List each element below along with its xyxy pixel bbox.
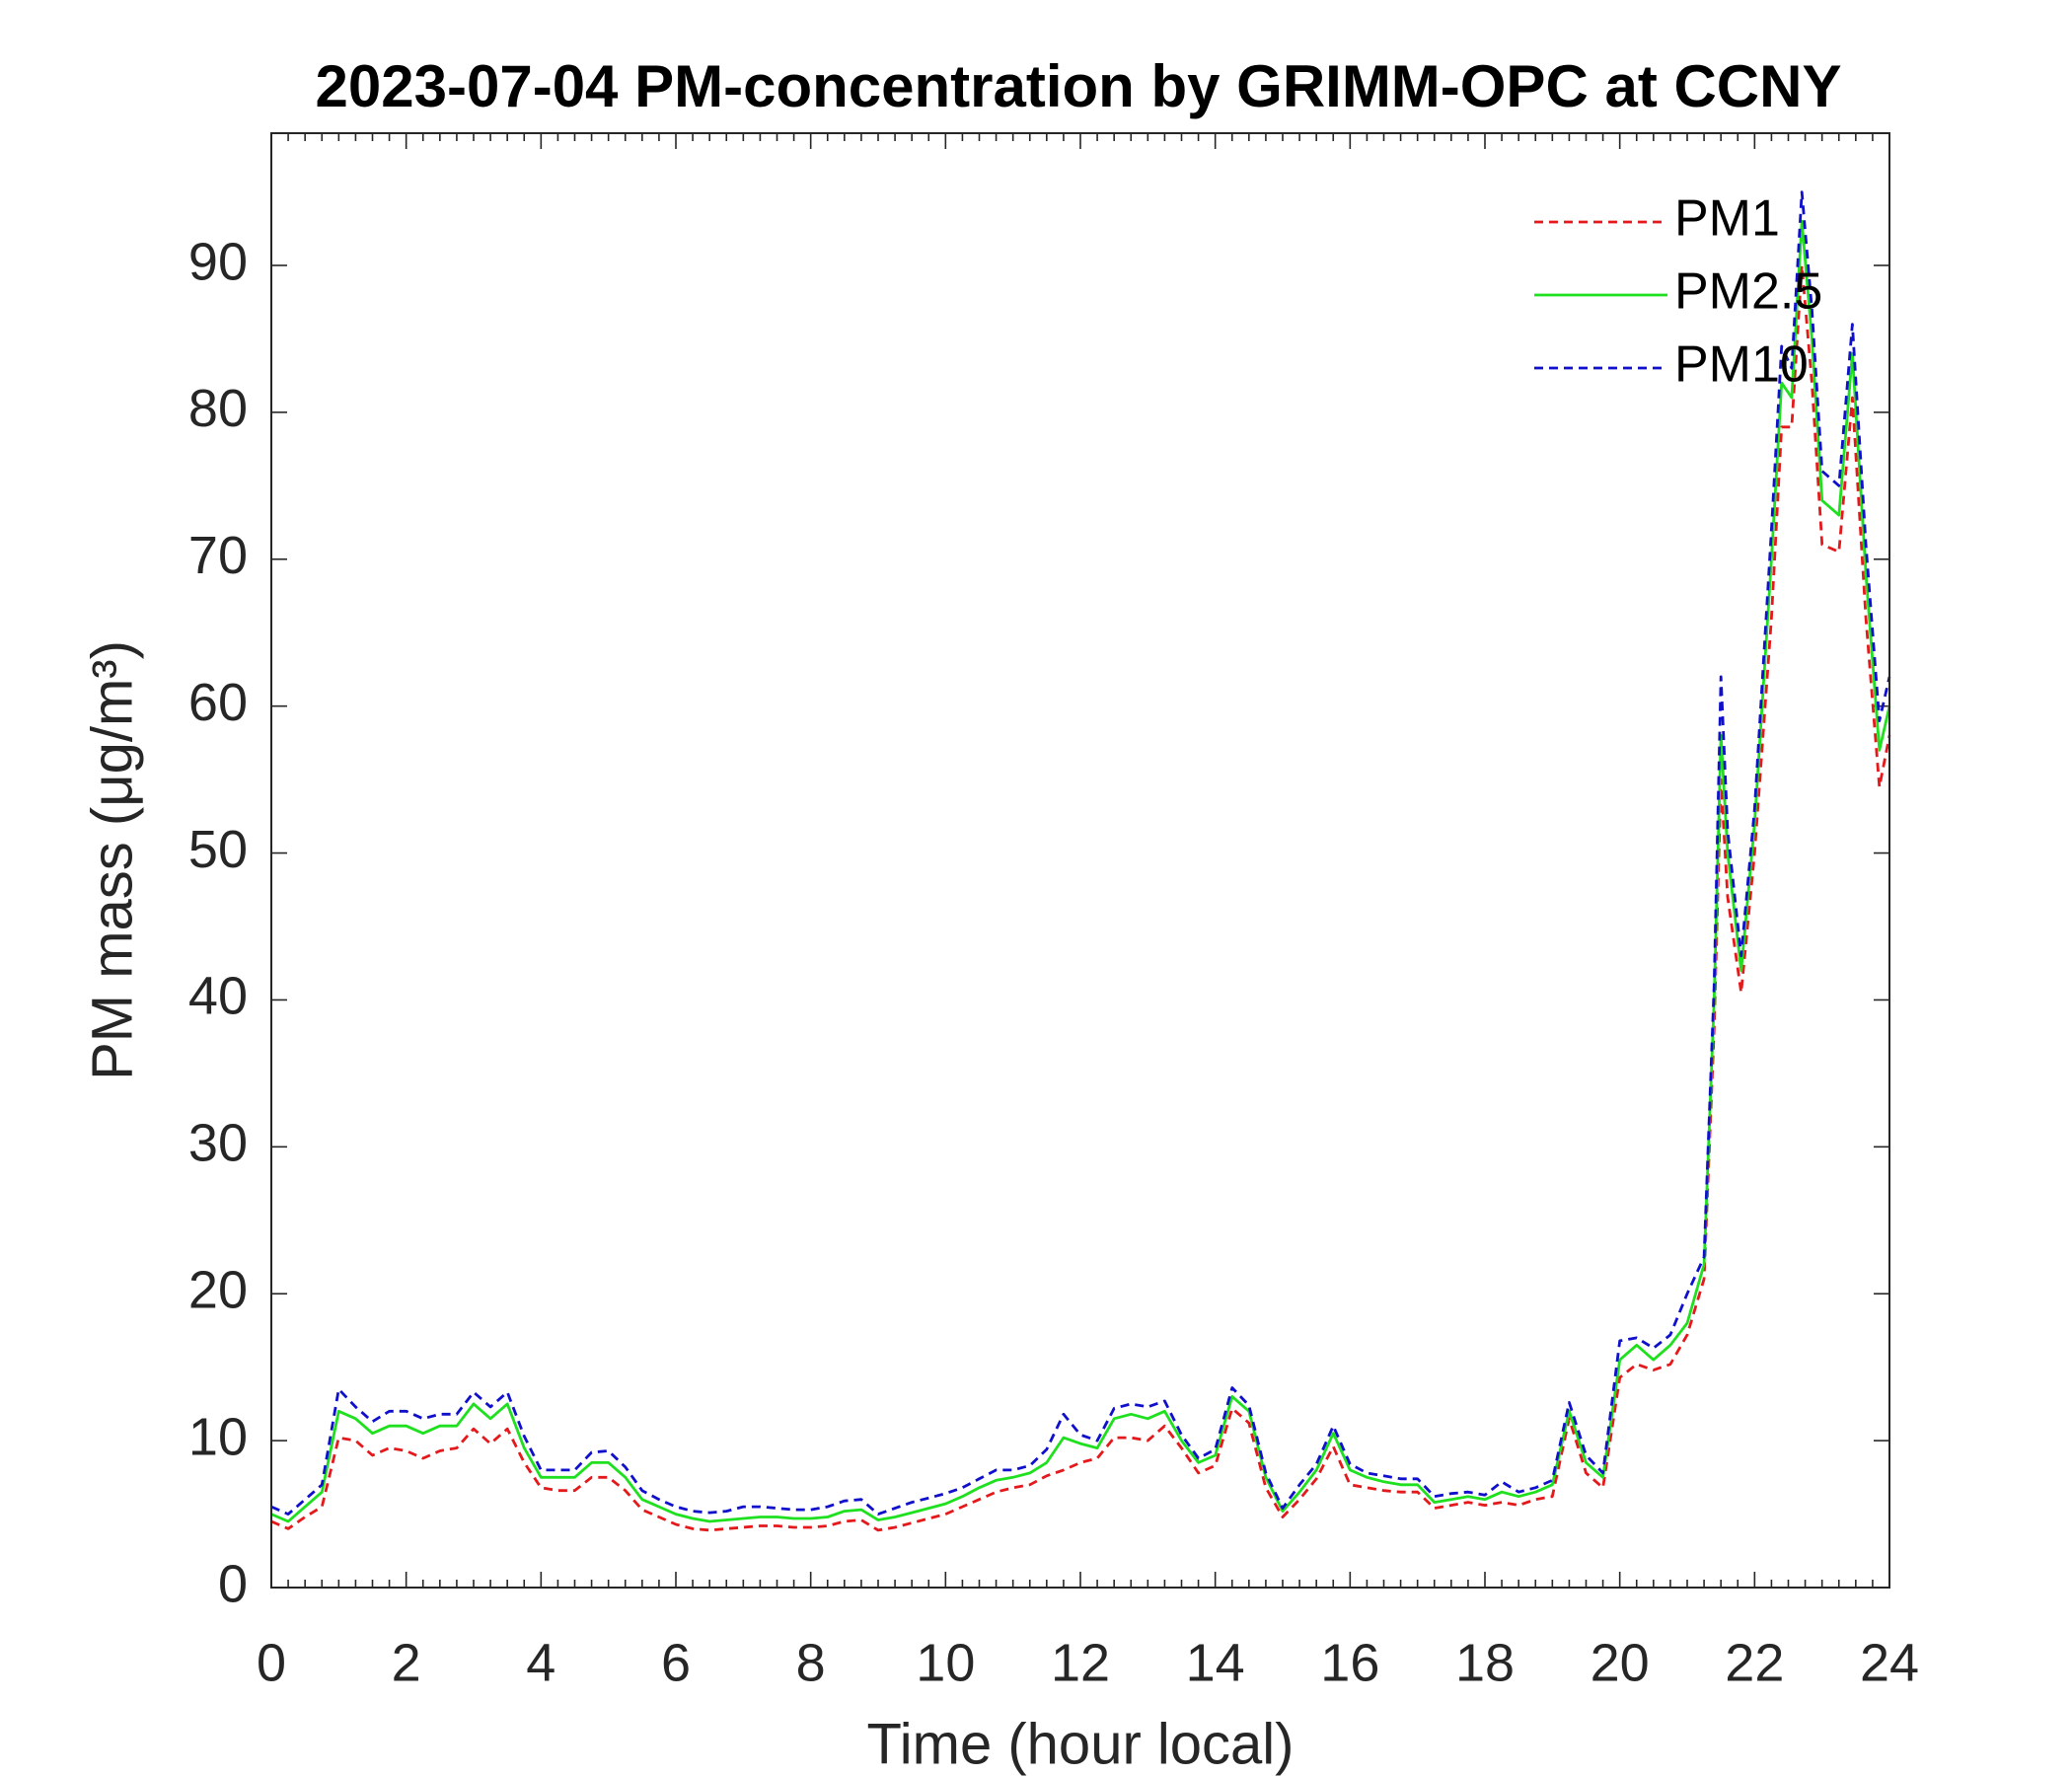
x-tick-label: 10 bbox=[916, 1633, 975, 1692]
x-tick-label: 14 bbox=[1186, 1633, 1245, 1692]
data-line bbox=[270, 263, 1891, 1532]
data-line bbox=[270, 190, 1891, 1516]
legend-label: PM2.5 bbox=[1674, 263, 1822, 321]
x-axis-label: Time (hour local) bbox=[867, 1712, 1295, 1776]
plot-frame bbox=[270, 132, 1890, 1589]
y-tick-label: 20 bbox=[188, 1260, 248, 1319]
y-tick-label: 40 bbox=[188, 967, 248, 1026]
y-tick-label: 90 bbox=[188, 232, 248, 291]
x-tick-label: 12 bbox=[1051, 1633, 1110, 1692]
y-tick-label: 70 bbox=[188, 526, 248, 585]
y-axis-label: PM mass (μg/m³) bbox=[80, 640, 144, 1080]
x-tick-label: 8 bbox=[796, 1633, 826, 1692]
legend-label: PM1 bbox=[1674, 190, 1780, 248]
x-tick-label: 16 bbox=[1320, 1633, 1379, 1692]
y-tick-label: 60 bbox=[188, 673, 248, 732]
x-tick-label: 18 bbox=[1455, 1633, 1515, 1692]
x-tick-label: 0 bbox=[257, 1633, 286, 1692]
y-tick-label: 30 bbox=[188, 1114, 248, 1173]
x-tick-label: 24 bbox=[1860, 1633, 1919, 1692]
x-tick-label: 4 bbox=[526, 1633, 555, 1692]
y-tick-label: 50 bbox=[188, 820, 248, 879]
y-tick-label: 10 bbox=[188, 1407, 248, 1466]
y-tick-label: 0 bbox=[218, 1554, 248, 1613]
data-line bbox=[270, 219, 1891, 1523]
x-tick-label: 6 bbox=[661, 1633, 691, 1692]
x-tick-label: 22 bbox=[1725, 1633, 1784, 1692]
x-tick-label: 20 bbox=[1591, 1633, 1650, 1692]
y-tick-label: 80 bbox=[188, 379, 248, 438]
legend-label: PM10 bbox=[1674, 336, 1809, 394]
x-tick-label: 2 bbox=[392, 1633, 421, 1692]
chart-title: 2023-07-04 PM-concentration by GRIMM-OPC… bbox=[316, 53, 1842, 119]
